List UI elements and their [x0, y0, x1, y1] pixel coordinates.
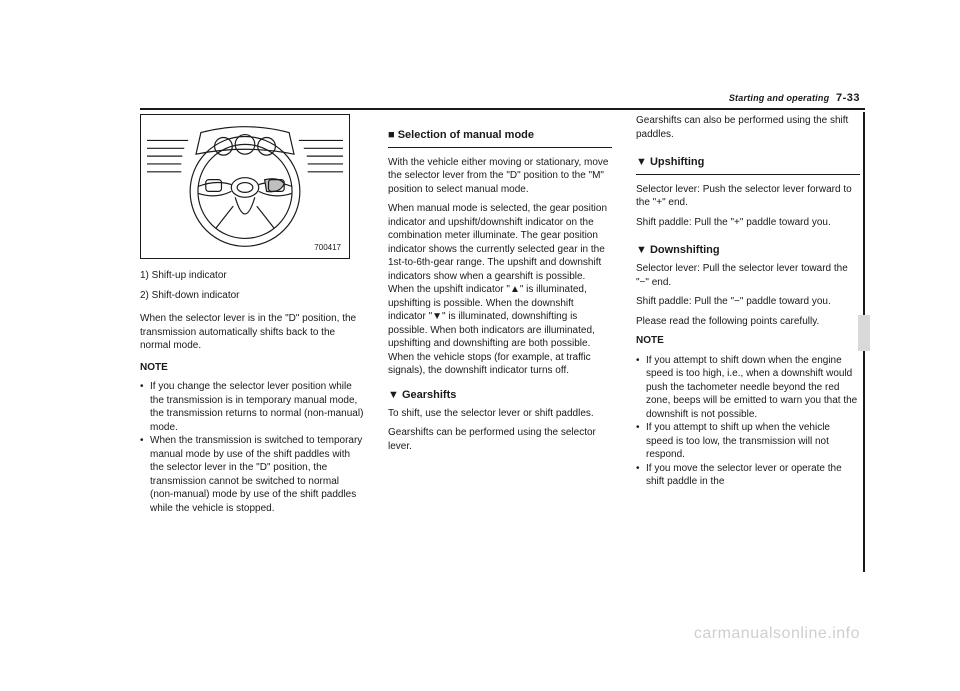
- bullet-dot: •: [636, 354, 646, 422]
- column-3: Gearshifts can also be performed using t…: [636, 114, 860, 574]
- note-label: NOTE: [140, 362, 168, 373]
- steering-wheel-drawing: [147, 121, 343, 252]
- bullet-dot: •: [636, 421, 646, 462]
- col2-paragraph-2: When manual mode is selected, the gear p…: [388, 202, 612, 378]
- col3-note-2-text: If you attempt to shift up when the vehi…: [646, 421, 860, 462]
- page-header: Starting and operating 7-33: [729, 92, 860, 104]
- col3-note-1-text: If you attempt to shift down when the en…: [646, 354, 860, 422]
- steering-wheel-figure: 700417: [140, 114, 350, 259]
- column-1: 700417 1) Shift-up indicator 2) Shift-do…: [140, 114, 364, 574]
- header-rule: [140, 108, 865, 110]
- col2-paragraph-3: To shift, use the selector lever or shif…: [388, 407, 612, 421]
- col2-heading-2: ▼ Gearshifts: [388, 388, 612, 403]
- col2-paragraph-4: Gearshifts can be performed using the se…: [388, 426, 612, 453]
- col3-paragraph-1: Gearshifts can also be performed using t…: [636, 114, 860, 141]
- watermark: carmanualsonline.info: [694, 625, 860, 643]
- col3-note-bullet-1: • If you attempt to shift down when the …: [636, 354, 860, 422]
- column-2: ■ Selection of manual mode With the vehi…: [388, 114, 612, 574]
- section-title: Starting and operating: [729, 93, 829, 103]
- col3-paragraph-4: Selector lever: Pull the selector lever …: [636, 262, 860, 289]
- heading-rule: [636, 174, 860, 175]
- col1-note-2-text: When the transmission is switched to tem…: [150, 434, 364, 515]
- figure-number: 700417: [314, 243, 341, 254]
- bullet-dot: •: [140, 434, 150, 515]
- figure-caption-1: 1) Shift-up indicator: [140, 269, 364, 283]
- col3-paragraph-2: Selector lever: Push the selector lever …: [636, 183, 860, 210]
- col1-note-1-text: If you change the selector lever positio…: [150, 380, 364, 434]
- col3-heading-2: ▼ Downshifting: [636, 243, 860, 258]
- note-label: NOTE: [636, 335, 664, 346]
- col3-note-3-text: If you move the selector lever or operat…: [646, 462, 860, 489]
- col3-note-bullet-2: • If you attempt to shift up when the ve…: [636, 421, 860, 462]
- content-columns: 700417 1) Shift-up indicator 2) Shift-do…: [140, 114, 860, 574]
- col1-note-bullet-1: • If you change the selector lever posit…: [140, 380, 364, 434]
- col3-paragraph-3: Shift paddle: Pull the "+" paddle toward…: [636, 216, 860, 230]
- manual-page: Starting and operating 7-33: [0, 0, 960, 691]
- bullet-dot: •: [636, 462, 646, 489]
- page-number: 7-33: [836, 92, 860, 104]
- col2-heading-1: ■ Selection of manual mode: [388, 128, 612, 143]
- col1-note-bullet-2: • When the transmission is switched to t…: [140, 434, 364, 515]
- heading-rule: [388, 147, 612, 148]
- figure-caption-2: 2) Shift-down indicator: [140, 289, 364, 303]
- col2-paragraph-1: With the vehicle either moving or statio…: [388, 156, 612, 197]
- col1-paragraph-1: When the selector lever is in the "D" po…: [140, 312, 364, 353]
- col3-paragraph-6: Please read the following points careful…: [636, 315, 860, 329]
- col3-heading-1: ▼ Upshifting: [636, 155, 860, 170]
- thumb-tab: [858, 315, 870, 351]
- col3-note-bullet-3: • If you move the selector lever or oper…: [636, 462, 860, 489]
- bullet-dot: •: [140, 380, 150, 434]
- col3-paragraph-5: Shift paddle: Pull the "−" paddle toward…: [636, 295, 860, 309]
